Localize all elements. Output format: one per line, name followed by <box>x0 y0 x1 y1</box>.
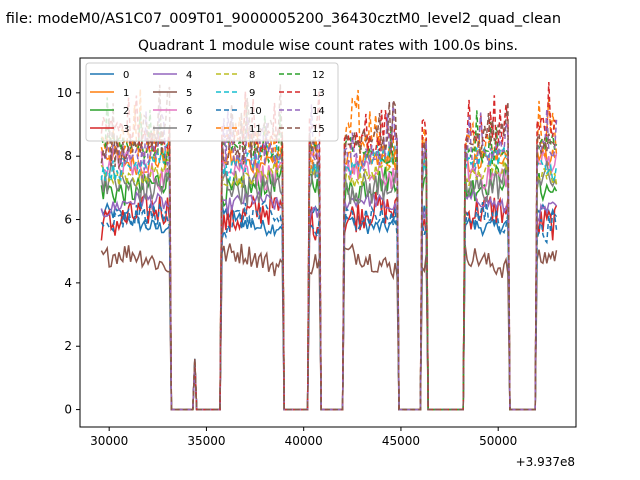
legend-label-8: 8 <box>249 70 255 81</box>
x-tick-label: 50000 <box>479 434 517 448</box>
legend-label-6: 6 <box>186 106 192 117</box>
plot-frame <box>79 57 577 428</box>
header-title: n file: modeM0/AS1C07_009T01_9000005200_… <box>0 11 561 27</box>
y-axis: 0 2 4 6 8 10 <box>57 86 80 417</box>
legend-label-12: 12 <box>312 70 325 81</box>
y-tick-label: 10 <box>57 86 72 100</box>
x-tick-label: 35000 <box>187 434 225 448</box>
y-tick-label: 2 <box>64 339 72 353</box>
y-tick-label: 8 <box>64 149 72 163</box>
legend-label-10: 10 <box>249 106 262 117</box>
legend-label-2: 2 <box>123 106 129 117</box>
series-line-15 <box>100 84 557 411</box>
legend-label-14: 14 <box>312 106 325 117</box>
legend-label-3: 3 <box>123 124 129 135</box>
legend-label-9: 9 <box>249 88 255 99</box>
plot-lines <box>100 81 558 411</box>
legend-label-4: 4 <box>186 70 192 81</box>
legend-frame <box>85 62 339 142</box>
x-axis: 30000 35000 40000 45000 50000 <box>90 427 517 448</box>
legend-label-7: 7 <box>186 124 192 135</box>
y-tick-label: 4 <box>64 276 72 290</box>
y-tick-label: 6 <box>64 213 72 227</box>
legend-label-5: 5 <box>186 88 192 99</box>
x-tick-label: 30000 <box>90 434 128 448</box>
legend-label-15: 15 <box>312 124 325 135</box>
x-tick-label: 40000 <box>285 434 323 448</box>
x-tick-label: 45000 <box>382 434 420 448</box>
legend-label-0: 0 <box>123 70 129 81</box>
legend-label-13: 13 <box>312 88 325 99</box>
y-tick-label: 0 <box>64 403 72 417</box>
chart-title: Quadrant 1 module wise count rates with … <box>138 38 518 54</box>
legend-label-11: 11 <box>249 124 262 135</box>
x-offset-label: +3.937e8 <box>516 455 575 469</box>
legend-label-1: 1 <box>123 88 129 99</box>
